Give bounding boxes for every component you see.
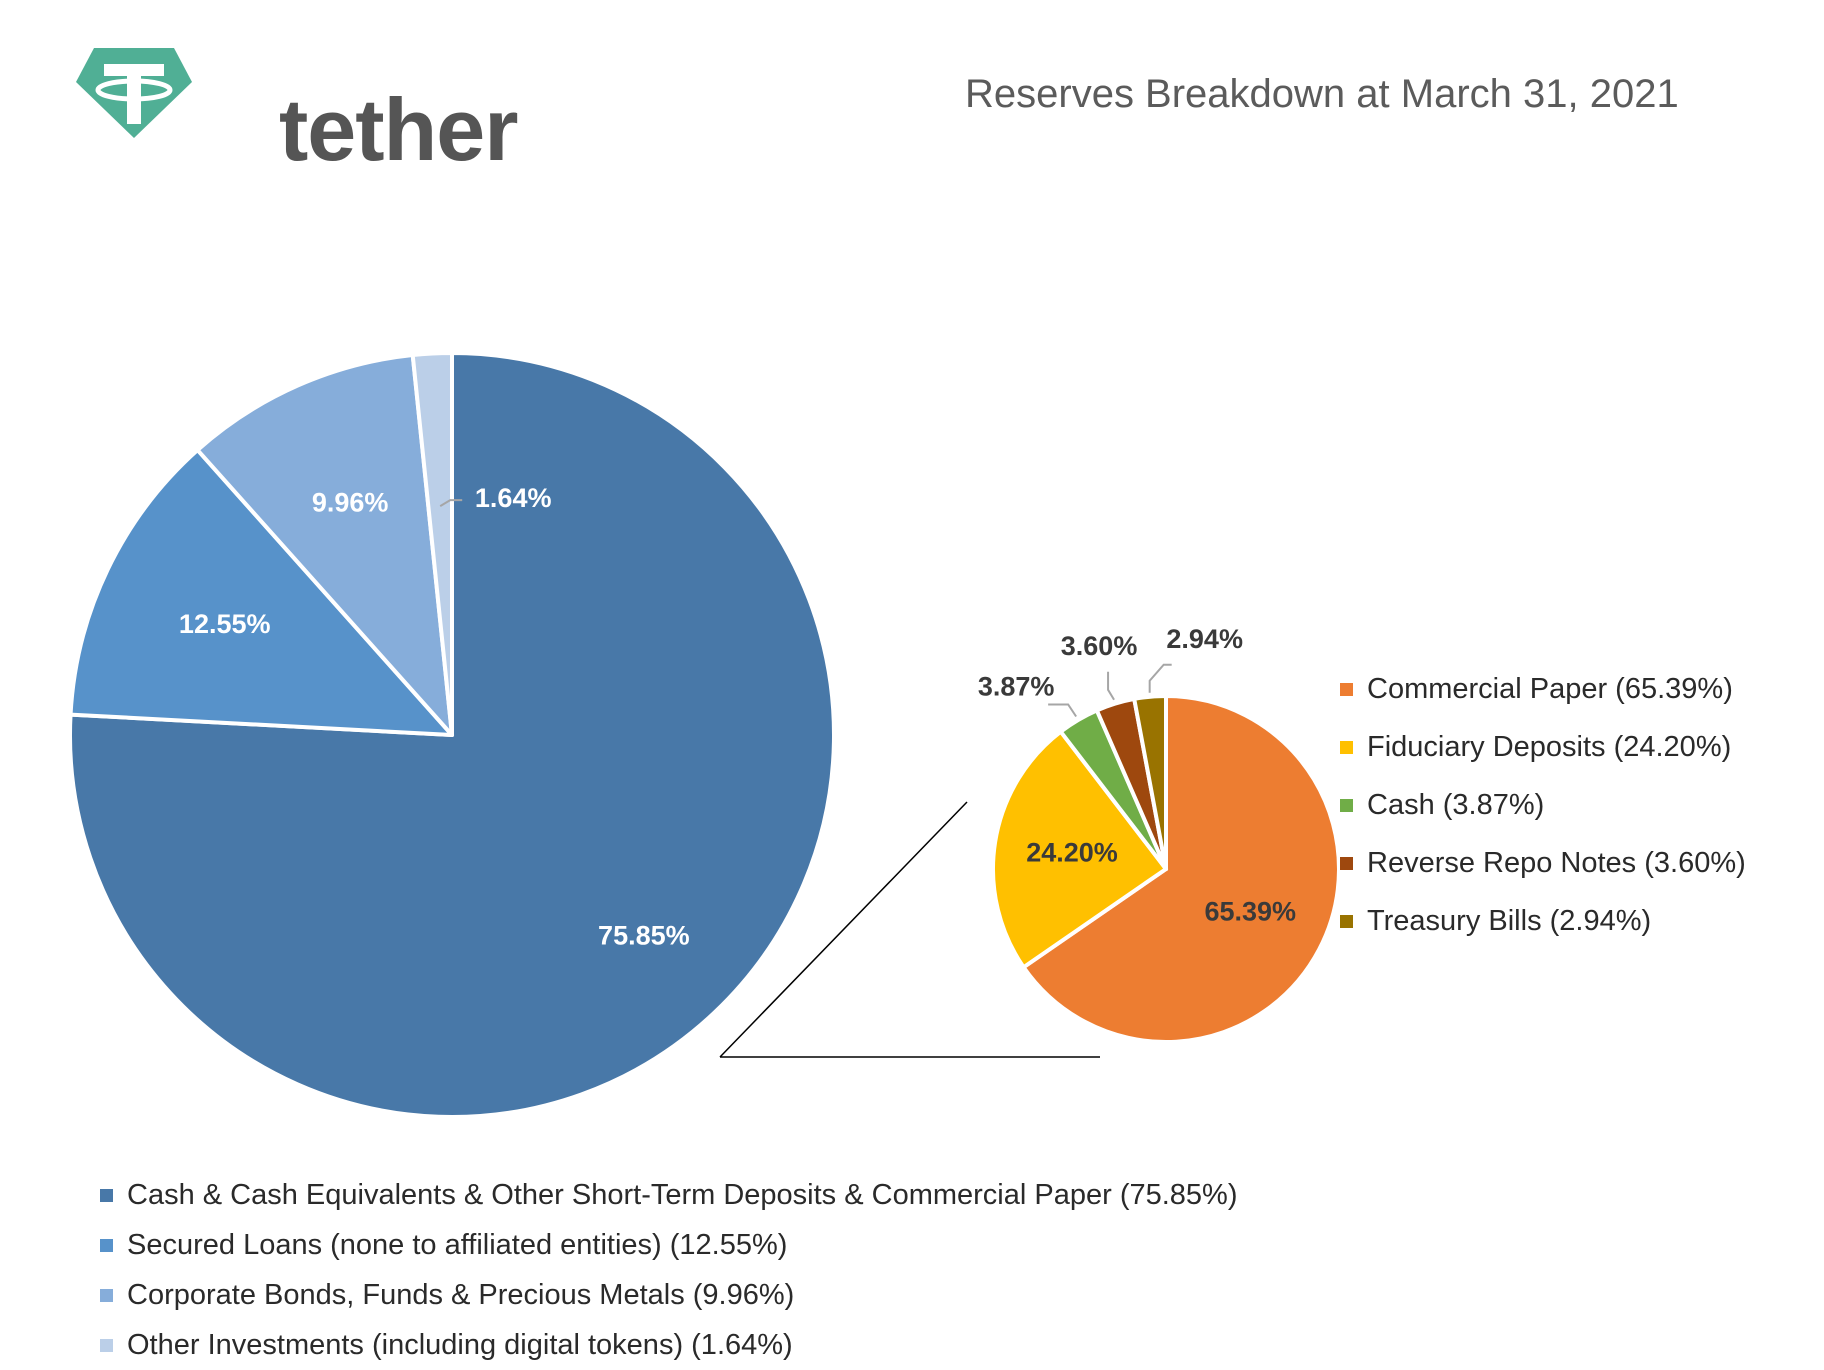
sub-pie-data-label-0: 65.39% xyxy=(1204,896,1296,926)
main-pie-chart xyxy=(68,351,836,1119)
main-pie-legend-item: Other Investments (including digital tok… xyxy=(100,1320,1238,1370)
sub-pie-legend-swatch xyxy=(1340,856,1353,870)
sub-pie-leader-2 xyxy=(1048,703,1077,718)
sub-pie-slice-0 xyxy=(1021,694,1341,1044)
sub-pie-legend-label: Fiduciary Deposits (24.20%) xyxy=(1367,730,1732,763)
sub-pie-legend-swatch xyxy=(1340,682,1353,696)
main-pie-legend-swatch xyxy=(100,1338,113,1352)
main-pie-leader-3 xyxy=(439,499,463,507)
sub-pie-legend-label: Treasury Bills (2.94%) xyxy=(1367,904,1652,937)
zoom-connector-top xyxy=(719,801,968,1058)
sub-pie-data-label-1: 24.20% xyxy=(1026,837,1118,867)
main-pie-legend: Cash & Cash Equivalents & Other Short-Te… xyxy=(100,1170,1238,1370)
main-pie-legend-item: Corporate Bonds, Funds & Precious Metals… xyxy=(100,1270,1238,1320)
main-pie-legend-label: Corporate Bonds, Funds & Precious Metals… xyxy=(127,1278,795,1311)
main-pie-legend-label: Secured Loans (none to affiliated entiti… xyxy=(127,1228,788,1261)
sub-pie-legend: Commercial Paper (65.39%) Fiduciary Depos… xyxy=(1340,660,1746,950)
main-pie-legend-swatch xyxy=(100,1288,113,1302)
main-pie-legend-item: Secured Loans (none to affiliated entiti… xyxy=(100,1220,1238,1270)
sub-pie-legend-item: Reverse Repo Notes (3.60%) xyxy=(1340,834,1746,892)
sub-pie-legend-item: Cash (3.87%) xyxy=(1340,776,1746,834)
main-pie-data-label-3: 1.64% xyxy=(475,483,552,513)
sub-pie-legend-label: Reverse Repo Notes (3.60%) xyxy=(1367,846,1746,879)
sub-pie-legend-swatch xyxy=(1340,914,1353,928)
main-pie-slice-3 xyxy=(410,351,454,737)
sub-pie-slice-1 xyxy=(991,729,1168,970)
main-pie-legend-swatch xyxy=(100,1238,113,1252)
data-labels: 75.85% 12.55% 9.96% 1.64% 65.39% 24.20% 3.87%3… xyxy=(179,483,1296,950)
tether-logo-icon xyxy=(76,48,192,138)
sub-pie-leader-3 xyxy=(1107,671,1115,701)
main-pie-data-label-2: 9.96% xyxy=(312,488,389,518)
main-pie-legend-item: Cash & Cash Equivalents & Other Short-Te… xyxy=(100,1170,1238,1220)
main-pie-legend-label: Other Investments (including digital tok… xyxy=(127,1328,793,1361)
sub-pie-data-label-4: 2.94% xyxy=(1166,624,1243,654)
sub-pie-slice-4 xyxy=(1132,694,1168,871)
main-pie-slice-2 xyxy=(195,353,454,737)
sub-pie-legend-item: Treasury Bills (2.94%) xyxy=(1340,892,1746,950)
brand-name: tether xyxy=(279,80,518,179)
main-pie-slice-1 xyxy=(68,448,454,737)
leader-lines xyxy=(439,499,1172,718)
sub-pie-legend-swatch xyxy=(1340,798,1353,812)
main-pie-legend-swatch xyxy=(100,1188,113,1202)
main-pie-legend-label: Cash & Cash Equivalents & Other Short-Te… xyxy=(127,1178,1238,1211)
sub-pie-data-label-2: 3.87% xyxy=(978,672,1055,702)
page-title: Reserves Breakdown at March 31, 2021 xyxy=(965,72,1679,116)
tether-logo: tether xyxy=(74,46,554,174)
sub-pie-legend-item: Fiduciary Deposits (24.20%) xyxy=(1340,718,1746,776)
sub-pie-leader-4 xyxy=(1148,663,1172,693)
main-pie-data-label-0: 75.85% xyxy=(598,921,690,951)
sub-pie-legend-label: Commercial Paper (65.39%) xyxy=(1367,672,1733,705)
sub-pie-legend-label: Cash (3.87%) xyxy=(1367,788,1545,821)
main-pie-data-label-1: 12.55% xyxy=(179,609,271,639)
sub-pie-legend-item: Commercial Paper (65.39%) xyxy=(1340,660,1746,718)
sub-pie-chart xyxy=(991,694,1341,1044)
sub-pie-legend-swatch xyxy=(1340,740,1353,754)
sub-pie-data-label-3: 3.60% xyxy=(1061,631,1138,661)
